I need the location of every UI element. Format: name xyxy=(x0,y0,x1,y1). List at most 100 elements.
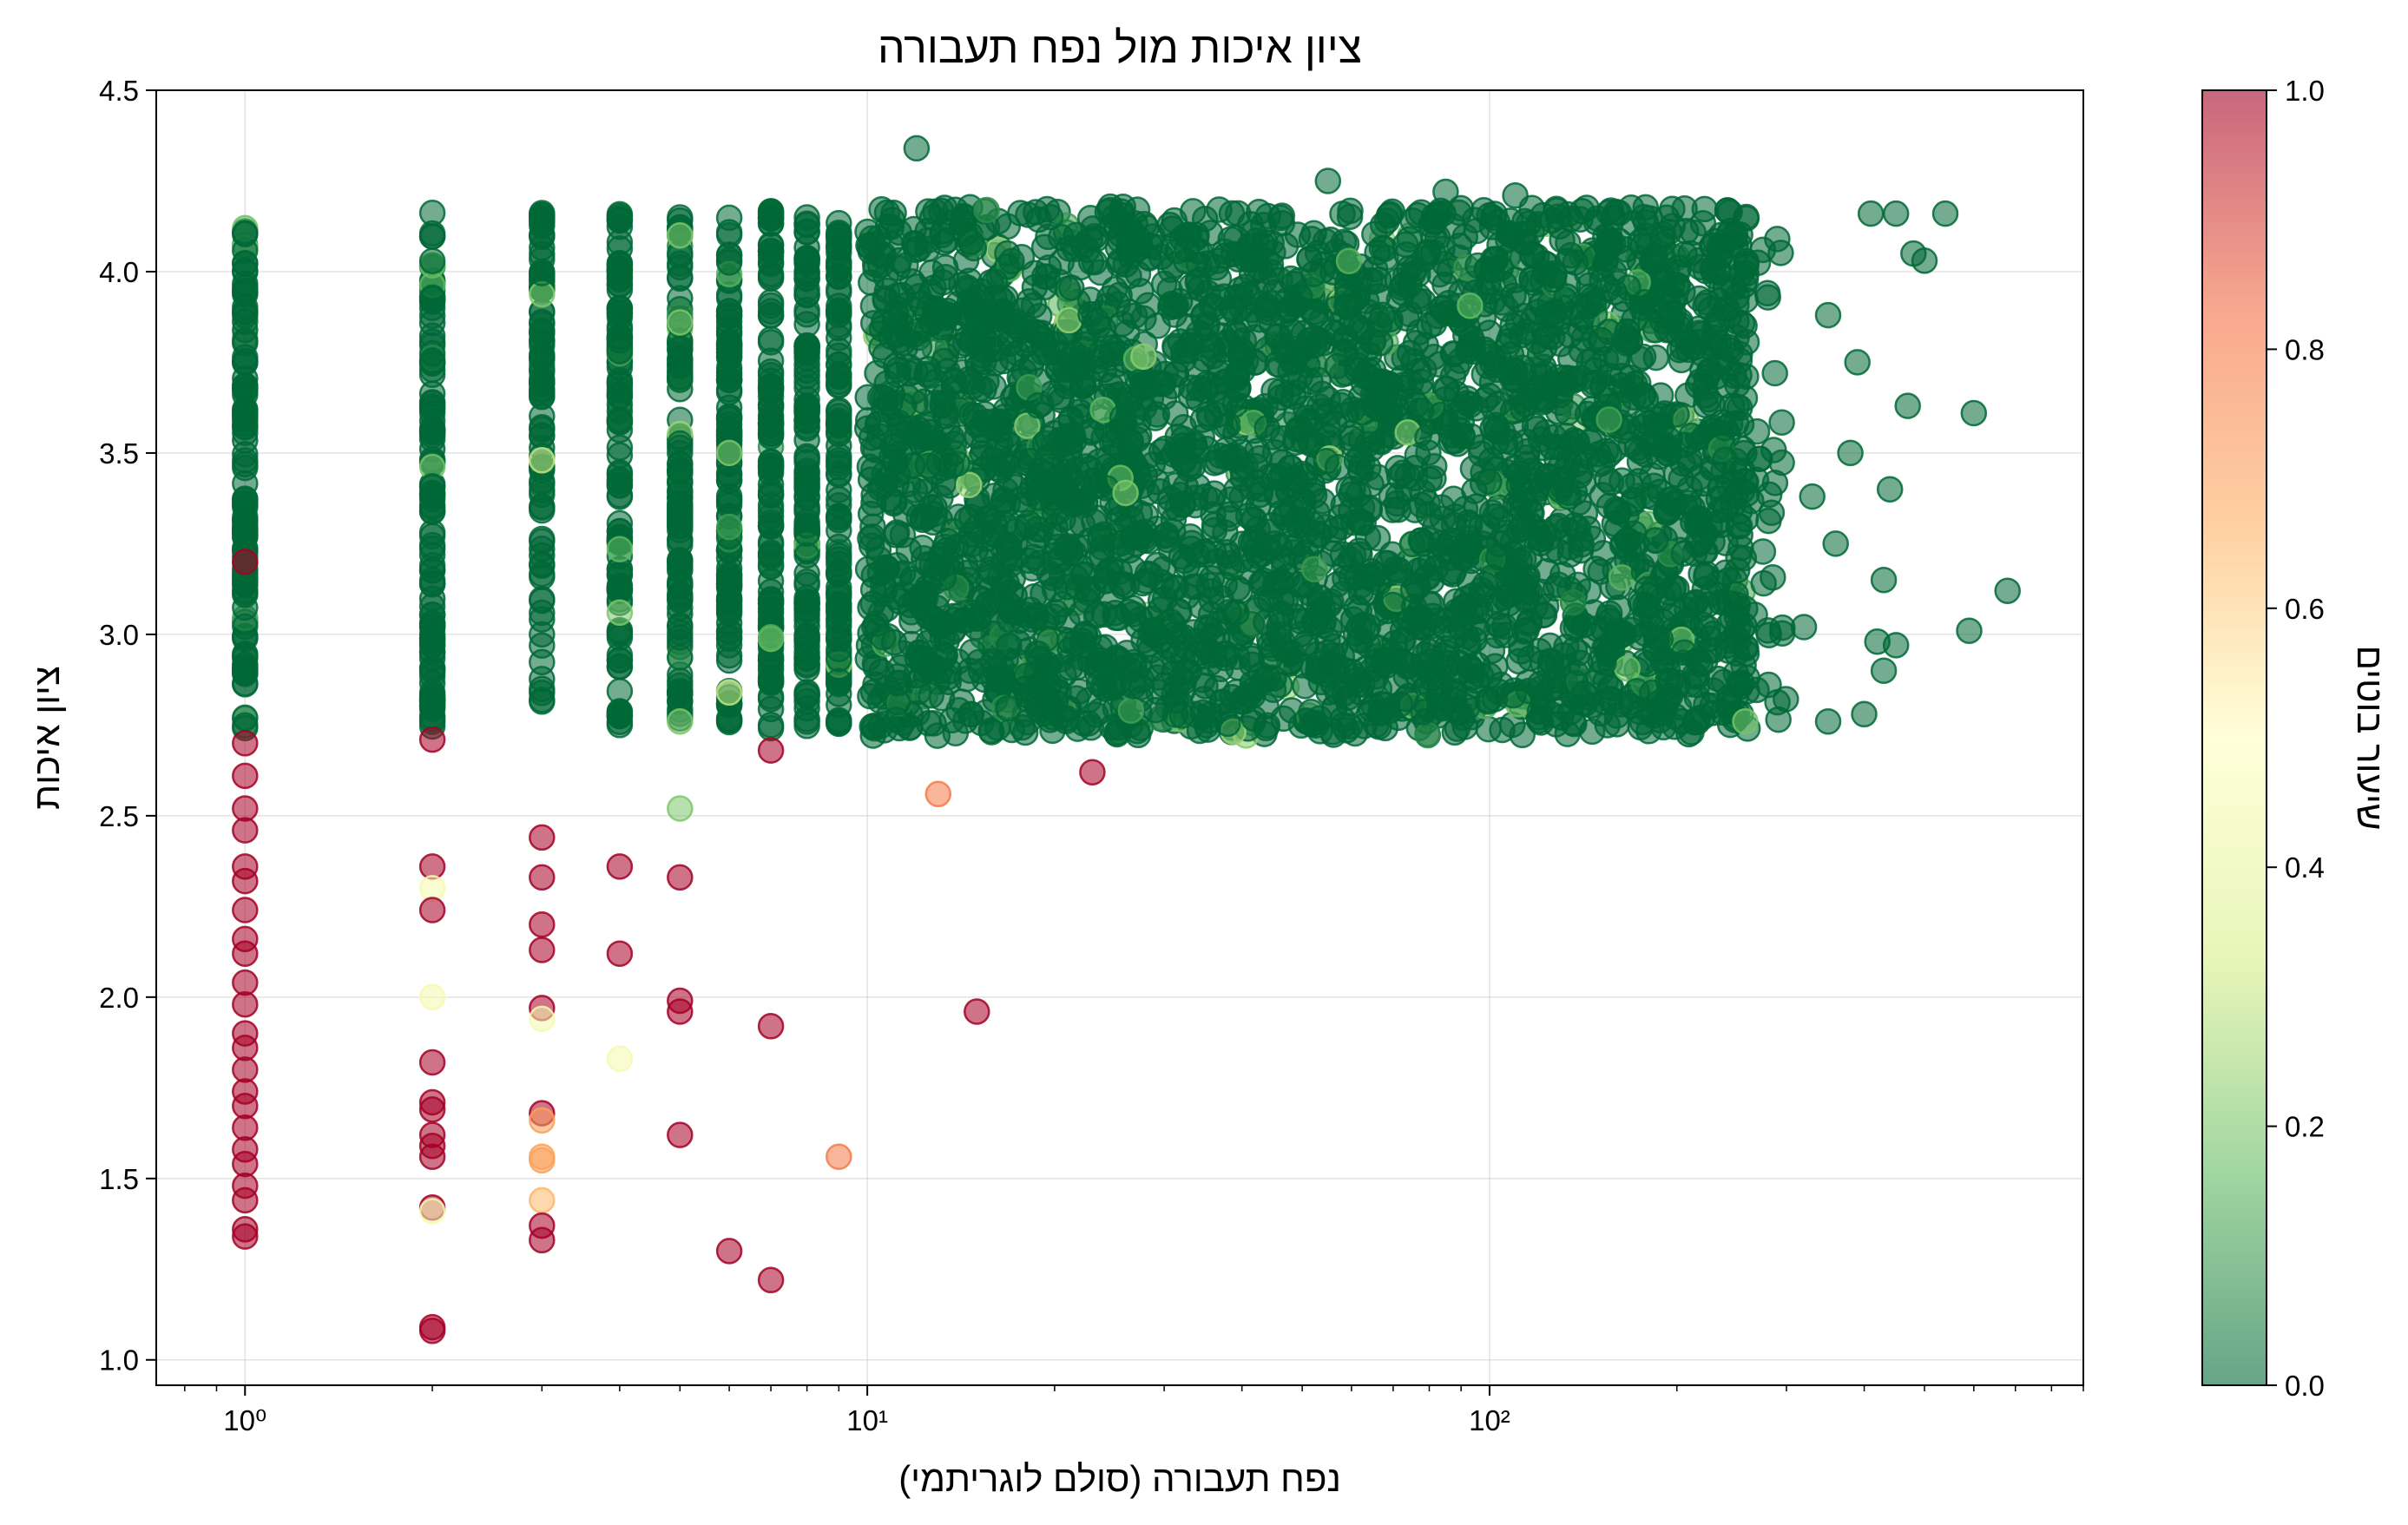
x-tick-label: 10⁰ xyxy=(223,1404,266,1436)
data-point xyxy=(529,937,556,963)
data-point xyxy=(1768,620,1796,647)
data-point xyxy=(1056,306,1082,334)
data-point xyxy=(757,503,785,530)
data-point xyxy=(667,864,694,891)
data-point xyxy=(606,398,634,424)
x-axis-label: נפח תעבורה (סולם לוגריתמי) xyxy=(898,1458,1341,1499)
data-point xyxy=(1277,265,1305,293)
data-point xyxy=(1015,686,1042,713)
chart-title: ציון איכות מול נפח תעבורה xyxy=(878,23,1362,72)
data-point xyxy=(418,726,446,753)
data-point xyxy=(793,265,820,292)
data-point xyxy=(989,298,1016,325)
data-point xyxy=(1587,647,1614,674)
data-point xyxy=(1228,484,1255,511)
data-point xyxy=(529,447,556,474)
data-point xyxy=(1851,700,1878,728)
data-point xyxy=(953,665,980,693)
data-point xyxy=(1228,546,1255,574)
data-point xyxy=(1405,613,1433,641)
colorbar-tick-label: 0.8 xyxy=(2285,333,2325,365)
data-point xyxy=(232,549,259,575)
data-point xyxy=(529,423,556,450)
data-point xyxy=(966,375,993,403)
data-point xyxy=(1692,391,1720,419)
data-point xyxy=(1011,601,1038,628)
data-point xyxy=(529,1226,556,1254)
data-point xyxy=(715,595,743,621)
data-point xyxy=(1424,200,1451,227)
data-point xyxy=(1870,657,1898,684)
data-point xyxy=(1714,222,1742,250)
data-point xyxy=(757,423,785,450)
data-point xyxy=(529,688,556,715)
data-point xyxy=(529,666,556,693)
data-point xyxy=(1329,541,1357,569)
colorbar-tick-label: 0.4 xyxy=(2285,851,2325,884)
data-point xyxy=(1558,299,1586,327)
data-point xyxy=(1119,220,1147,246)
data-point xyxy=(1083,601,1111,628)
data-point xyxy=(931,399,959,426)
data-point xyxy=(1701,636,1727,664)
data-point xyxy=(903,135,931,162)
data-point xyxy=(793,679,820,706)
data-point xyxy=(1614,654,1641,682)
data-point xyxy=(969,439,997,467)
data-point xyxy=(1023,640,1051,667)
data-point xyxy=(715,708,743,736)
data-point xyxy=(418,875,446,902)
data-point xyxy=(859,434,887,462)
data-point xyxy=(418,655,446,682)
data-point xyxy=(885,254,911,282)
data-point xyxy=(1109,310,1136,338)
data-point xyxy=(826,1143,852,1170)
data-point xyxy=(1407,368,1435,396)
data-point xyxy=(1324,453,1352,481)
data-point xyxy=(1870,566,1898,594)
data-point xyxy=(1994,577,2021,604)
data-point xyxy=(1456,534,1483,561)
data-point xyxy=(1595,220,1623,248)
data-point xyxy=(1337,197,1364,225)
data-point xyxy=(826,398,852,425)
data-point xyxy=(1731,612,1758,640)
data-point xyxy=(1135,245,1163,272)
data-point xyxy=(1750,569,1777,597)
data-point xyxy=(1212,412,1240,440)
data-point xyxy=(418,1143,446,1170)
data-point xyxy=(1691,575,1719,603)
data-point xyxy=(232,795,259,822)
data-point xyxy=(1837,439,1864,467)
data-point xyxy=(1115,536,1143,564)
data-point xyxy=(1420,464,1447,492)
data-point xyxy=(1722,581,1749,608)
data-point xyxy=(1663,401,1690,428)
data-point xyxy=(1727,535,1754,562)
data-point xyxy=(868,334,895,361)
data-point xyxy=(1621,371,1648,398)
data-point xyxy=(606,853,634,880)
data-point xyxy=(757,624,785,651)
data-point xyxy=(1931,200,1959,227)
data-point xyxy=(529,221,556,248)
data-point xyxy=(1642,405,1669,433)
data-point xyxy=(1299,477,1326,504)
data-point xyxy=(1314,168,1342,194)
data-point xyxy=(1408,491,1435,519)
data-point xyxy=(1814,707,1842,735)
data-point xyxy=(1270,635,1297,663)
data-point xyxy=(1755,671,1782,699)
data-point xyxy=(667,1121,694,1148)
data-point xyxy=(715,285,743,312)
data-point xyxy=(1509,244,1536,272)
data-point xyxy=(996,632,1023,660)
data-point xyxy=(1755,481,1783,509)
data-point xyxy=(1272,588,1299,615)
data-point xyxy=(1182,560,1209,588)
data-point xyxy=(1016,547,1043,575)
data-point xyxy=(1120,601,1147,628)
data-point xyxy=(793,311,820,338)
data-point xyxy=(793,589,820,616)
data-point xyxy=(964,998,990,1025)
